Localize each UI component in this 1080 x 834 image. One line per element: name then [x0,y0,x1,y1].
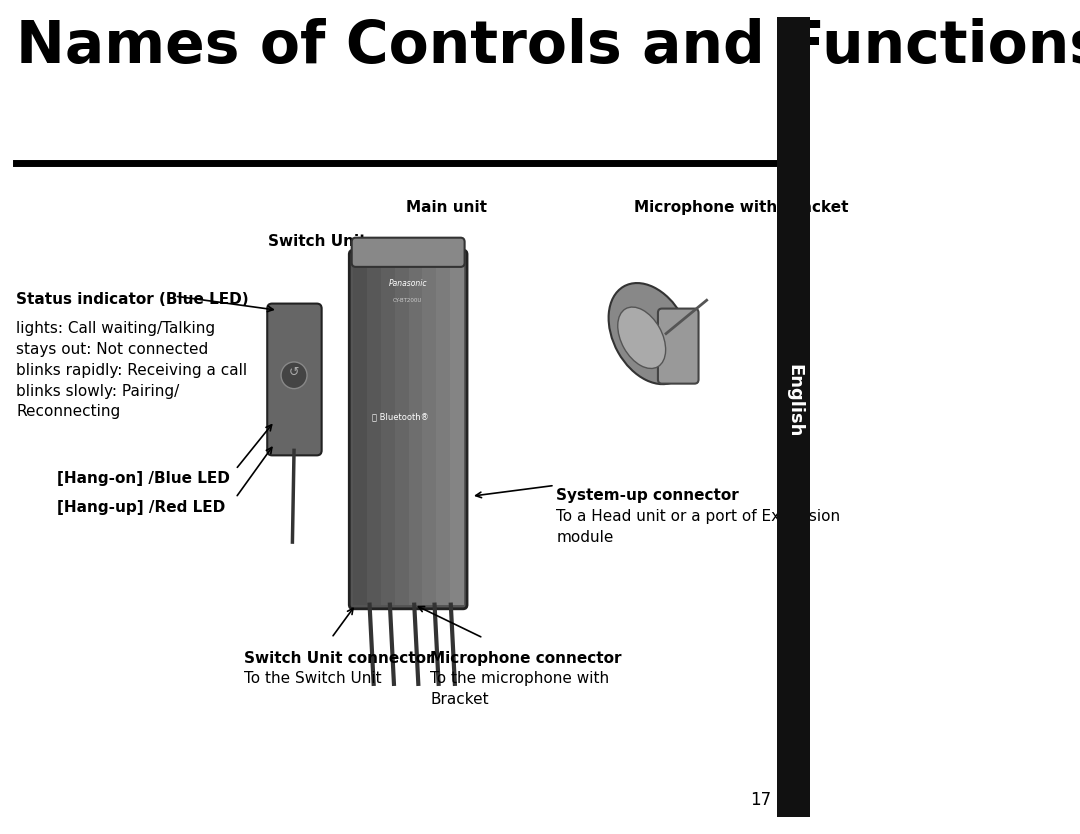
Bar [778,17,810,817]
Text: To a Head unit or a port of Expansion: To a Head unit or a port of Expansion [556,509,840,524]
Ellipse shape [609,283,691,384]
Text: stays out: Not connected: stays out: Not connected [16,342,208,357]
Text: Ⓑ Bluetooth®: Ⓑ Bluetooth® [372,413,429,421]
Bar [367,254,381,605]
Text: To the microphone with: To the microphone with [431,671,609,686]
FancyBboxPatch shape [658,309,699,384]
Bar [408,254,422,605]
Text: Panasonic: Panasonic [389,279,427,288]
Text: English: English [785,364,804,437]
Text: To the Switch Unit: To the Switch Unit [244,671,381,686]
Bar [381,254,395,605]
Text: Main unit: Main unit [406,200,487,215]
Text: [Hang-on] /Blue LED: [Hang-on] /Blue LED [57,471,230,486]
Circle shape [281,362,307,389]
Bar [436,254,450,605]
Text: module: module [556,530,613,545]
Text: Names of Controls and Functions: Names of Controls and Functions [16,18,1080,75]
FancyBboxPatch shape [267,304,322,455]
Text: [Hang-up] /Red LED: [Hang-up] /Red LED [57,500,225,515]
Text: Switch Unit: Switch Unit [268,234,366,249]
Text: Reconnecting: Reconnecting [16,404,121,420]
Text: Switch Unit connector: Switch Unit connector [244,651,433,666]
Text: lights: Call waiting/Talking: lights: Call waiting/Talking [16,321,215,336]
Ellipse shape [618,307,665,369]
Text: 17: 17 [751,791,771,809]
Bar [395,254,408,605]
Text: ↺: ↺ [288,366,299,379]
Text: Microphone connector: Microphone connector [431,651,622,666]
Text: CY-BT200U: CY-BT200U [393,298,422,303]
Text: System-up connector: System-up connector [556,488,739,503]
Bar [422,254,436,605]
Bar [450,254,463,605]
Bar [353,254,367,605]
Text: blinks slowly: Pairing/: blinks slowly: Pairing/ [16,384,179,399]
Text: blinks rapidly: Receiving a call: blinks rapidly: Receiving a call [16,363,247,378]
FancyBboxPatch shape [352,238,464,267]
FancyBboxPatch shape [349,250,467,609]
Text: Status indicator (Blue LED): Status indicator (Blue LED) [16,292,248,307]
Text: Bracket: Bracket [431,692,489,707]
Text: Microphone with Bracket: Microphone with Bracket [634,200,848,215]
